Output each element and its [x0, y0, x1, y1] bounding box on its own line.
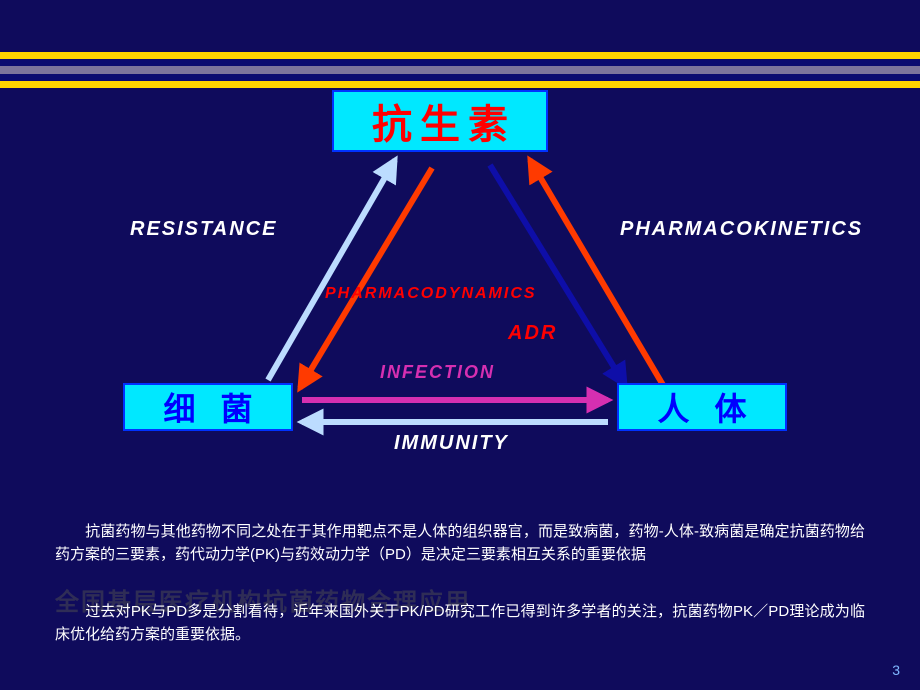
label-pharmacodynamics: PHARMACODYNAMICS: [325, 285, 537, 303]
label-immunity: IMMUNITY: [394, 432, 509, 455]
paragraph-2: 过去对PK与PD多是分割看待，近年来国外关于PK/PD研究工作已得到许多学者的关…: [55, 600, 865, 647]
node-antibiotic: 抗生素: [332, 90, 548, 152]
label-adr: ADR: [508, 322, 557, 345]
label-infection: INFECTION: [380, 362, 495, 383]
label-resistance: RESISTANCE: [130, 218, 277, 241]
paragraph-1: 抗菌药物与其他药物不同之处在于其作用靶点不是人体的组织器官，而是致病菌，药物-人…: [55, 520, 865, 567]
node-antibiotic-label: 抗生素: [372, 92, 516, 150]
node-bacteria: 细 菌: [123, 383, 293, 431]
node-human-label: 人 体: [658, 384, 755, 430]
page-number: 3: [892, 662, 900, 678]
triangle-diagram: 抗生素 细 菌 人 体 RESISTANCE PHARMACOKINETICS …: [0, 60, 920, 490]
node-human: 人 体: [617, 383, 787, 431]
label-pharmacokinetics: PHARMACOKINETICS: [620, 218, 863, 241]
node-bacteria-label: 细 菌: [164, 384, 261, 430]
